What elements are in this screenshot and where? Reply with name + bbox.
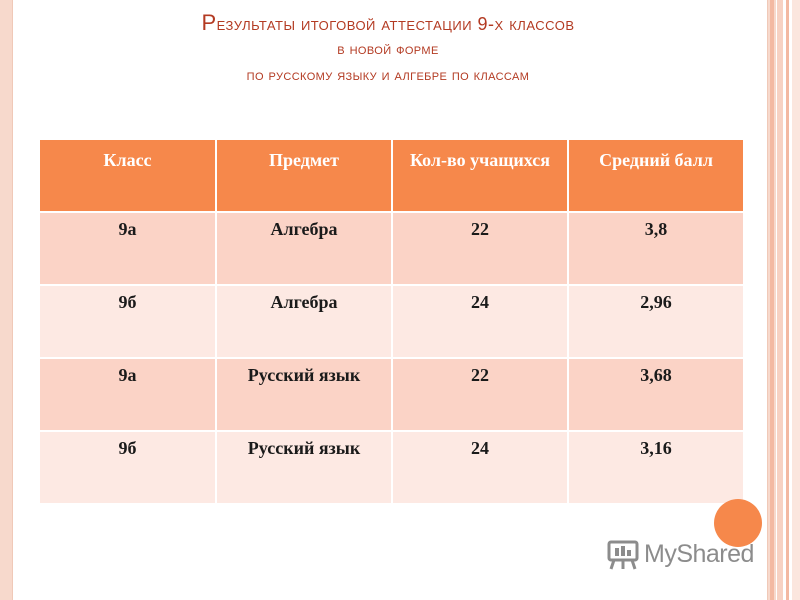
table-row: 9а Алгебра 22 3,8 bbox=[40, 212, 745, 286]
table-row: 9а Русский язык 22 3,68 bbox=[40, 358, 745, 432]
results-table: Класс Предмет Кол-во учащихся Средний ба… bbox=[40, 140, 745, 505]
header-average-score: Средний балл bbox=[568, 140, 745, 213]
decorative-stripes bbox=[770, 0, 800, 600]
cell-subject: Алгебра bbox=[216, 212, 393, 286]
table-row: 9б Алгебра 24 2,96 bbox=[40, 285, 745, 359]
cell-subject: Алгебра bbox=[216, 285, 393, 359]
cell-average-score: 3,8 bbox=[568, 212, 745, 286]
cell-subject: Русский язык bbox=[216, 358, 393, 432]
cell-subject: Русский язык bbox=[216, 431, 393, 505]
cell-student-count: 22 bbox=[392, 358, 569, 432]
header-class: Класс bbox=[40, 140, 217, 213]
cell-average-score: 3,16 bbox=[568, 431, 745, 505]
cell-average-score: 2,96 bbox=[568, 285, 745, 359]
title-line-3: по русскому языку и алгебре по классам bbox=[246, 67, 530, 84]
cell-class: 9б bbox=[40, 285, 217, 359]
cell-class: 9а bbox=[40, 212, 217, 286]
table-row: 9б Русский язык 24 3,16 bbox=[40, 431, 745, 505]
cell-class: 9б bbox=[40, 431, 217, 505]
title-line-1: Результаты итоговой аттестации 9-х класс… bbox=[0, 10, 776, 37]
header-student-count: Кол-во учащихся bbox=[392, 140, 569, 213]
cell-student-count: 24 bbox=[392, 285, 569, 359]
cell-class: 9а bbox=[40, 358, 217, 432]
title-line-2: в новой форме bbox=[337, 41, 439, 58]
watermark[interactable]: MyShared bbox=[606, 536, 754, 572]
cell-average-score: 3,68 bbox=[568, 358, 745, 432]
title-initial: Р bbox=[201, 10, 217, 35]
table-header-row: Класс Предмет Кол-во учащихся Средний ба… bbox=[40, 140, 745, 213]
cell-student-count: 24 bbox=[392, 431, 569, 505]
header-subject: Предмет bbox=[216, 140, 393, 213]
watermark-text: MyShared bbox=[644, 539, 754, 568]
decorative-circle bbox=[714, 499, 762, 547]
title-line-1-text: езультаты итоговой аттестации 9-х классо… bbox=[216, 14, 575, 34]
slide-title: Результаты итоговой аттестации 9-х класс… bbox=[0, 10, 776, 89]
cell-student-count: 22 bbox=[392, 212, 569, 286]
presentation-board-icon bbox=[606, 537, 640, 571]
